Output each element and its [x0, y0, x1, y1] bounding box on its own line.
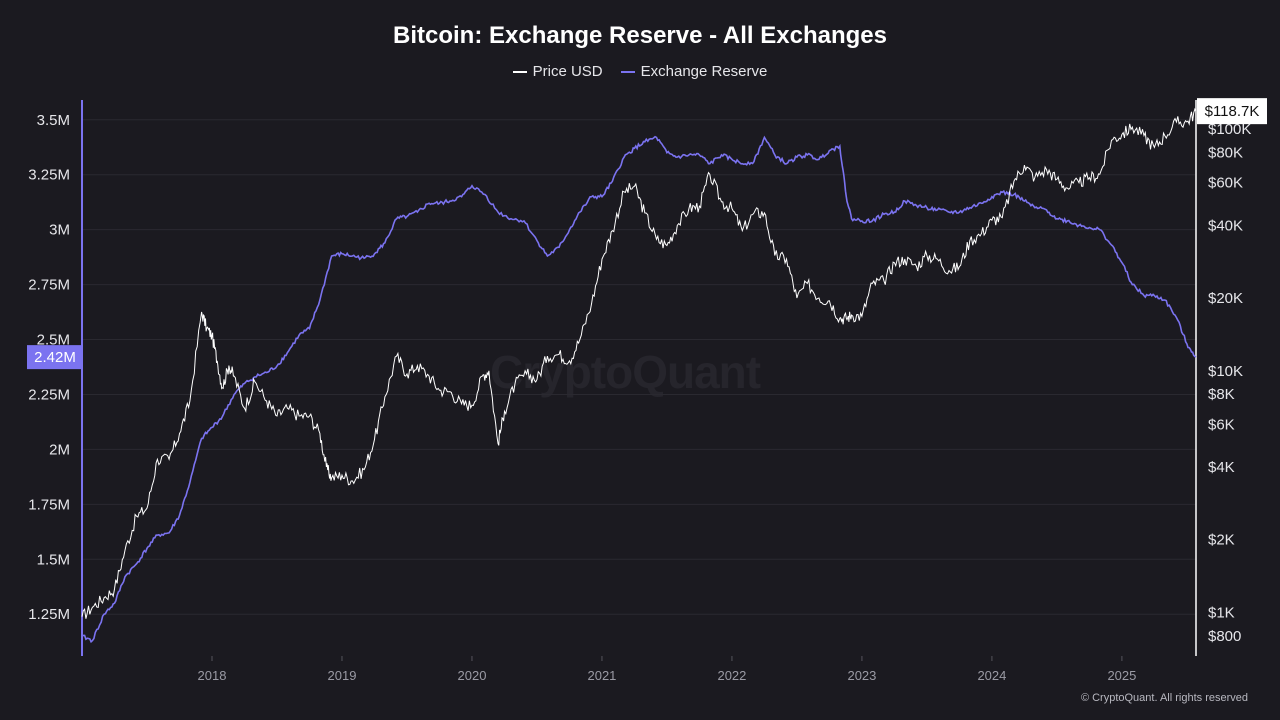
right-tick-label: $10K [1208, 363, 1243, 380]
x-tick-label: 2020 [458, 668, 487, 683]
legend-label-price: Price USD [532, 63, 603, 80]
right-tick-label: $4K [1208, 459, 1235, 476]
x-tick-label: 2025 [1107, 668, 1136, 683]
current-price-label: $118.7K [1205, 103, 1260, 120]
legend-item-price[interactable]: Price USD [512, 63, 603, 80]
legend-swatch-price [512, 70, 527, 73]
left-tick-label: 1.75M [28, 496, 70, 513]
right-tick-label: $6K [1208, 416, 1235, 433]
x-axis-ticks: 2018 2019 2020 2021 2022 2023 2024 2025 [198, 656, 1136, 683]
copyright-text: © CryptoQuant. All rights reserved [1080, 692, 1248, 704]
series-line-price-usd [81, 107, 1197, 619]
left-axis-ticks: 1.25M 1.5M 1.75M 2M 2.25M 2.5M 2.75M 3M 3.25M 3.5… [28, 112, 70, 623]
right-tick-label: $1K [1208, 604, 1235, 621]
legend-swatch-reserve [620, 70, 635, 73]
left-tick-label: 2.25M [28, 386, 70, 403]
right-tick-label: $800 [1208, 628, 1241, 645]
x-tick-label: 2024 [977, 668, 1006, 683]
x-tick-label: 2023 [847, 668, 876, 683]
chart-title: Bitcoin: Exchange Reserve - All Exchange… [393, 22, 887, 49]
right-tick-label: $80K [1208, 145, 1243, 162]
left-tick-label: 2.5M [37, 332, 70, 349]
right-axis-ticks: $800 $1K $2K $4K $6K $8K $10K $20K $40K $60K $80K $… [1208, 121, 1251, 645]
current-reserve-badge: 2.42M [27, 345, 83, 370]
series-line-exchange-reserve [81, 135, 1197, 644]
right-tick-label: $20K [1208, 290, 1243, 307]
right-tick-label: $8K [1208, 386, 1235, 403]
x-tick-label: 2019 [328, 668, 357, 683]
right-tick-label: $40K [1208, 217, 1243, 234]
current-reserve-label: 2.42M [34, 349, 76, 366]
left-tick-label: 2.75M [28, 277, 70, 294]
right-tick-label: $60K [1208, 175, 1243, 192]
legend: Price USD Exchange Reserve [0, 63, 1280, 80]
left-tick-label: 1.25M [28, 606, 70, 623]
grid-layer [82, 119, 1196, 615]
x-tick-label: 2018 [198, 668, 227, 683]
left-tick-label: 3M [49, 222, 70, 239]
left-tick-label: 2M [49, 441, 70, 458]
left-tick-label: 3.25M [28, 167, 70, 184]
legend-label-reserve: Exchange Reserve [640, 63, 768, 80]
x-tick-label: 2022 [717, 668, 746, 683]
current-price-badge: $118.7K [1197, 98, 1267, 125]
x-tick-label: 2021 [587, 668, 616, 683]
legend-item-reserve[interactable]: Exchange Reserve [620, 63, 768, 80]
right-tick-label: $100K [1208, 121, 1251, 138]
watermark: CryptoQuant [490, 346, 761, 398]
left-tick-label: 1.5M [37, 551, 70, 568]
right-tick-label: $2K [1208, 532, 1235, 549]
left-tick-label: 3.5M [37, 112, 70, 129]
